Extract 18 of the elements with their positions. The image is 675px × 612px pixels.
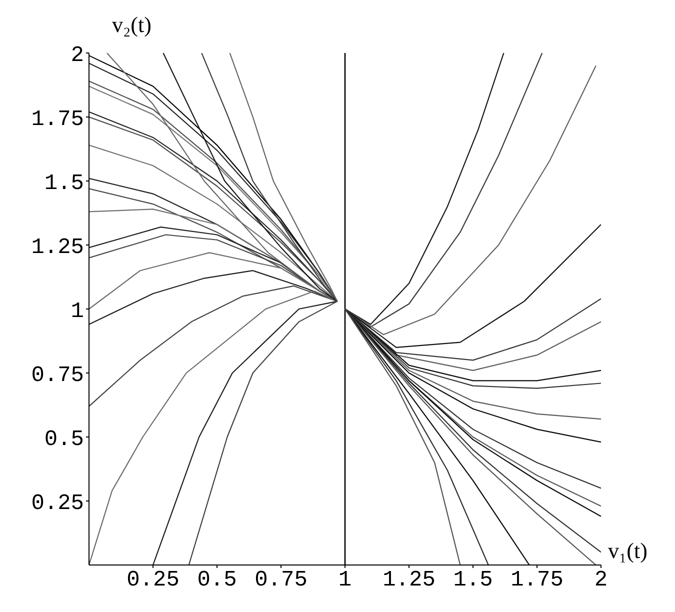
- x-tick-label: 1.25: [382, 568, 436, 593]
- y-tick-label: 0.25: [31, 490, 84, 516]
- y-tick-label: 1.5: [44, 170, 84, 196]
- y-tick-label: 0.75: [31, 362, 84, 388]
- x-tick-label: 0.5: [197, 568, 237, 593]
- y-axis-title: v₂(t): [112, 12, 152, 38]
- x-tick-label: 0.75: [254, 568, 308, 593]
- x-tick-label: 1.5: [453, 568, 493, 593]
- y-tick-label: 2: [70, 42, 84, 68]
- x-tick-label: 1: [338, 568, 352, 593]
- y-tick-label: 0.5: [44, 426, 84, 452]
- y-tick-label: 1.25: [31, 234, 84, 260]
- y-tick-label: 1.75: [31, 106, 84, 132]
- x-tick-label: 2: [594, 568, 608, 593]
- x-axis-title: v₁(t): [608, 538, 648, 564]
- x-tick-label: 0.25: [126, 568, 180, 593]
- x-tick-label: 1.75: [510, 568, 564, 593]
- y-tick-label: 1: [70, 298, 84, 324]
